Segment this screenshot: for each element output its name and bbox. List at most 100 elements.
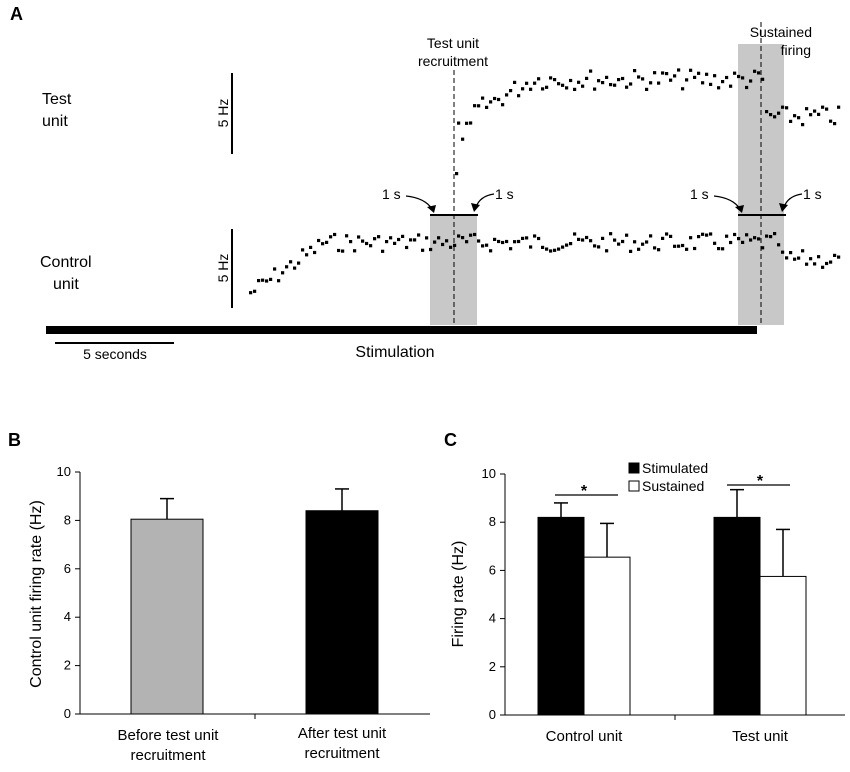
control-spike-dot	[553, 248, 557, 252]
control-spike-dot	[405, 245, 409, 250]
test-spike-dot	[605, 75, 609, 79]
control-spike-dot	[813, 262, 817, 266]
test-spike-dot	[509, 89, 513, 93]
test-spike-dot	[773, 115, 777, 119]
y-tick-label-6: 6	[489, 562, 496, 577]
control-spike-dot	[277, 279, 281, 283]
test-spike-dot	[813, 109, 817, 113]
test-spike-dot	[697, 71, 701, 75]
test-spike-dot	[469, 121, 473, 125]
control-spike-dot	[389, 236, 393, 240]
control-spike-dot	[765, 234, 769, 238]
test-spike-dot	[765, 110, 769, 114]
test-spike-dot	[465, 121, 469, 125]
control-spike-dot	[829, 260, 833, 264]
test-spike-dot	[657, 81, 661, 85]
panel-c-bars	[537, 488, 807, 716]
control-unit-firing-trace	[249, 232, 841, 295]
control-spike-dot	[785, 256, 789, 260]
panel-b-category-1-line2: recruitment	[130, 747, 206, 764]
bar-test-unit-sustained	[759, 575, 807, 716]
control-spike-dot	[281, 271, 285, 275]
test-spike-dot	[673, 74, 677, 78]
legend-swatch-sustained	[628, 480, 640, 492]
control-spike-dot	[541, 245, 545, 249]
test-spike-dot	[793, 114, 797, 118]
control-spike-dot	[313, 250, 317, 255]
control-spike-dot	[565, 243, 569, 247]
y-tick-label-0: 0	[64, 706, 71, 721]
test-spike-dot	[565, 86, 569, 90]
test-spike-dot	[557, 82, 561, 86]
control-spike-dot	[501, 240, 505, 245]
test-spike-dot	[781, 105, 785, 109]
panel-c-category-1: Control unit	[546, 728, 624, 745]
sustained-annotation-line1: Sustained	[750, 24, 812, 40]
test-spike-dot	[661, 71, 665, 75]
test-spike-dot	[617, 78, 621, 82]
panel-b-bars	[130, 488, 379, 715]
control-spike-dot	[273, 267, 277, 271]
control-spike-dot	[529, 245, 533, 249]
control-spike-dot	[557, 247, 561, 251]
control-spike-dot	[709, 232, 713, 236]
test-spike-dot	[797, 116, 801, 120]
test-spike-dot	[737, 74, 741, 79]
control-spike-dot	[453, 243, 457, 247]
control-spike-dot	[589, 239, 593, 243]
test-unit-firing-trace	[455, 68, 841, 176]
sustained-annotation-line2: firing	[781, 42, 811, 58]
control-spike-dot	[449, 245, 453, 249]
y-tick-label-2: 2	[64, 658, 71, 673]
test-spike-dot	[537, 77, 541, 81]
test-spike-dot	[833, 122, 837, 126]
panel-b-letter: B	[8, 430, 21, 450]
one-second-label-1: 1 s	[382, 186, 401, 202]
control-spike-dot	[573, 232, 577, 236]
control-spike-dot	[601, 236, 605, 240]
control-spike-dot	[333, 232, 337, 237]
control-spike-dot	[637, 247, 641, 251]
panel-c-y-ticks: 0 2 4 6 8 10	[482, 466, 505, 722]
one-second-label-2: 1 s	[495, 186, 514, 202]
panel-c-category-2: Test unit	[732, 728, 789, 745]
control-spike-dot	[433, 240, 437, 244]
test-spike-dot	[497, 97, 501, 102]
control-spike-dot	[385, 240, 389, 244]
test-spike-dot	[485, 105, 489, 109]
panel-b-y-axis-label: Control unit firing rate (Hz)	[28, 500, 45, 688]
test-spike-dot	[721, 80, 725, 84]
control-spike-dot	[257, 279, 261, 283]
significance-star-control: *	[581, 483, 588, 500]
control-spike-dot	[653, 246, 657, 250]
test-spike-dot	[761, 77, 765, 81]
bar-control-unit-stimulated	[537, 516, 585, 716]
control-spike-dot	[537, 236, 541, 241]
panel-b-y-ticks: 0 2 4 6 8 10	[57, 464, 80, 721]
control-spike-dot	[357, 235, 361, 239]
control-spike-dot	[837, 255, 841, 259]
test-spike-dot	[705, 72, 709, 76]
test-spike-dot	[769, 113, 773, 117]
legend-swatch-stimulated	[628, 462, 640, 474]
control-spike-dot	[717, 247, 721, 251]
test-spike-dot	[829, 119, 833, 123]
control-spike-dot	[269, 277, 273, 281]
panel-c: C Firing rate (Hz) 0 2 4 6 8 10 * * Stimulate…	[444, 430, 845, 745]
test-spike-dot	[541, 87, 545, 91]
control-spike-dot	[429, 247, 433, 252]
control-spike-dot	[741, 240, 745, 244]
arrow-head-2	[471, 203, 480, 212]
test-spike-dot	[689, 68, 693, 72]
control-spike-dot	[749, 238, 753, 242]
control-spike-dot	[605, 249, 609, 253]
panel-a-letter: A	[10, 4, 23, 24]
control-spike-dot	[581, 238, 585, 242]
test-spike-dot	[621, 76, 625, 81]
time-scale-label: 5 seconds	[83, 346, 147, 362]
test-spike-dot	[501, 103, 505, 107]
y-tick-label-0: 0	[489, 707, 496, 722]
control-spike-dot	[473, 232, 477, 237]
test-spike-dot	[625, 85, 629, 89]
test-spike-dot	[593, 87, 597, 91]
